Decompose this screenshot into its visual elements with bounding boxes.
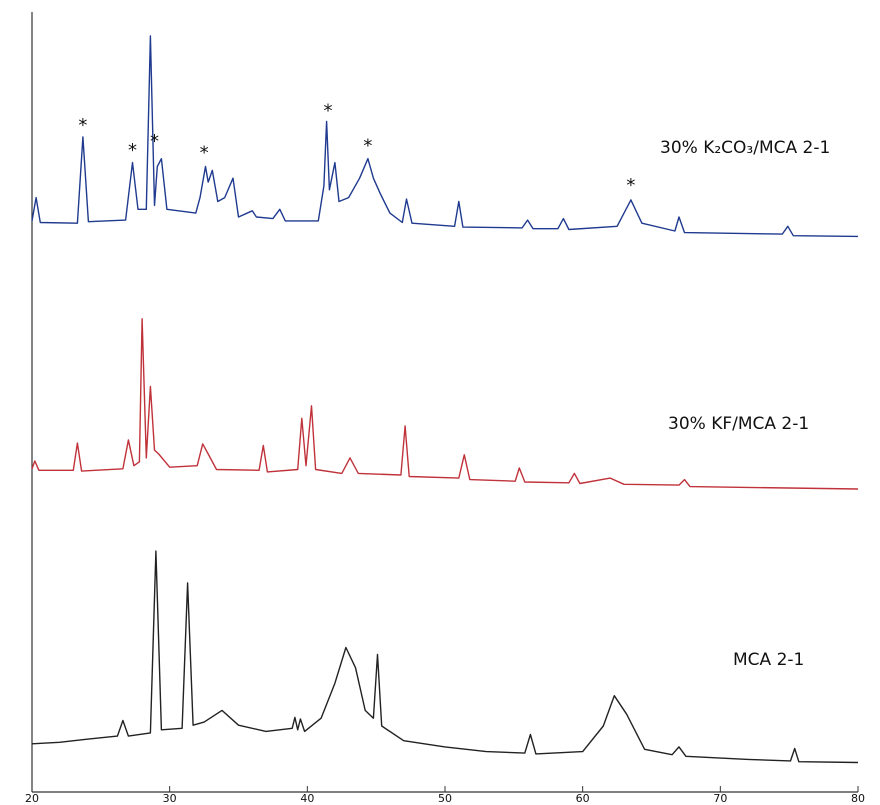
- annotation: *: [323, 100, 332, 121]
- x-tick-label: 70: [713, 792, 727, 805]
- annotation: *: [200, 142, 209, 163]
- x-tick-label: 50: [438, 792, 452, 805]
- series-label: 30% K₂CO₃/MCA 2-1: [660, 138, 830, 158]
- chart: 20 30 40 50 60 70 80 30% K₂CO₃/MCA 2-1 30% KF/MC…: [0, 0, 880, 805]
- annotation: *: [78, 115, 87, 136]
- series-label: MCA 2-1: [733, 650, 804, 670]
- annotation: *: [128, 140, 137, 161]
- series-label: 30% KF/MCA 2-1: [668, 414, 809, 434]
- annotation: *: [363, 135, 372, 156]
- series-line: [32, 319, 858, 489]
- x-tick-label: 40: [300, 792, 314, 805]
- annotation: *: [150, 131, 159, 152]
- x-tick-label: 20: [25, 792, 39, 805]
- x-tick-label: 30: [163, 792, 177, 805]
- annotation: *: [626, 175, 635, 196]
- x-tick-label: 60: [576, 792, 590, 805]
- x-tick-label: 80: [851, 792, 865, 805]
